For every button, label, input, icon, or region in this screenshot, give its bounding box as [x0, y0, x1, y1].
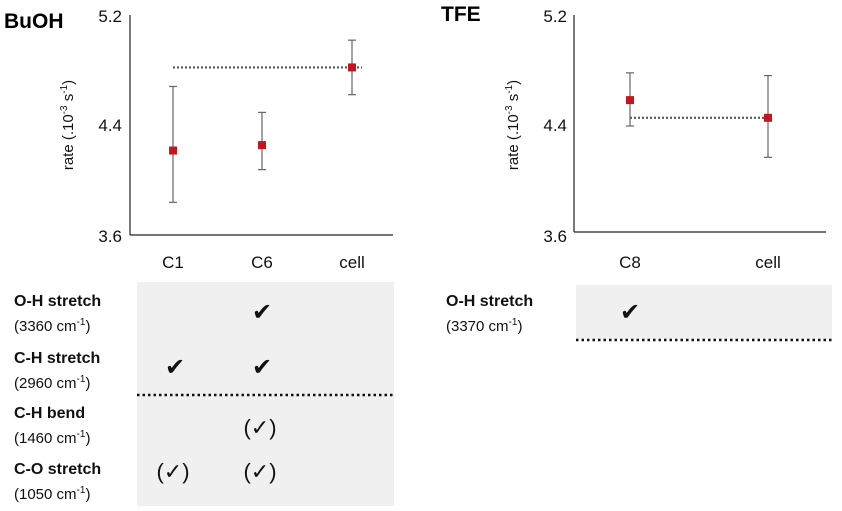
- data-point: [169, 146, 177, 155]
- vibration-table-tfe: O-H stretch (3370 cm-1) ✔: [446, 285, 832, 342]
- y-tick-label: 3.6: [98, 227, 122, 246]
- vibration-label: C-H stretch: [14, 350, 100, 367]
- y-tick-label: 5.2: [98, 7, 122, 26]
- vibration-label: O-H stretch: [446, 293, 533, 310]
- vibration-table-buoh: O-H stretch (3360 cm-1) ✔ C-H stretch (2…: [14, 282, 394, 506]
- x-tick-label: C1: [162, 253, 184, 272]
- wavenumber-label: (1050 cm-1): [14, 485, 90, 503]
- vibration-label: C-O stretch: [14, 461, 101, 478]
- y-tick-label: 4.4: [543, 116, 567, 135]
- data-point: [258, 141, 266, 150]
- wavenumber-label: (3370 cm-1): [446, 317, 522, 335]
- data-point: [764, 113, 772, 122]
- wavenumber-label: (2960 cm-1): [14, 374, 90, 392]
- x-tick-label: cell: [339, 253, 365, 272]
- data-point: [348, 63, 356, 72]
- x-tick-label: C8: [619, 253, 641, 272]
- panel-buoh: BuOH 5.2 4.4 3.6 rate (.10-3 s-1) C1 C6 …: [4, 7, 393, 272]
- y-axis-label: rate (.10-3 s-1): [504, 80, 522, 170]
- check-mark: ✔: [620, 299, 640, 326]
- plot-marks: [169, 39, 362, 203]
- chart-title: TFE: [441, 3, 481, 26]
- y-tick-label: 4.4: [98, 116, 122, 135]
- check-mark: ✔: [252, 299, 272, 326]
- y-axis-label: rate (.10-3 s-1): [59, 80, 77, 170]
- y-tick-label: 3.6: [543, 227, 567, 246]
- plot-marks: [626, 72, 772, 158]
- y-tick-label: 5.2: [543, 7, 567, 26]
- tentative-check-mark: (✓): [156, 459, 189, 484]
- check-mark: ✔: [165, 354, 185, 381]
- wavenumber-label: (3360 cm-1): [14, 317, 90, 335]
- panel-tfe: TFE 5.2 4.4 3.6 rate (.10-3 s-1) C8 cell: [441, 3, 826, 272]
- x-tick-label: C6: [251, 253, 273, 272]
- wavenumber-label: (1460 cm-1): [14, 429, 90, 447]
- table-background: [576, 285, 832, 339]
- x-tick-label: cell: [755, 253, 781, 272]
- data-point: [626, 96, 634, 105]
- chart-title: BuOH: [4, 10, 64, 33]
- tentative-check-mark: (✓): [243, 415, 276, 440]
- vibration-label: O-H stretch: [14, 293, 101, 310]
- tentative-check-mark: (✓): [243, 459, 276, 484]
- vibration-label: C-H bend: [14, 405, 85, 422]
- check-mark: ✔: [252, 354, 272, 381]
